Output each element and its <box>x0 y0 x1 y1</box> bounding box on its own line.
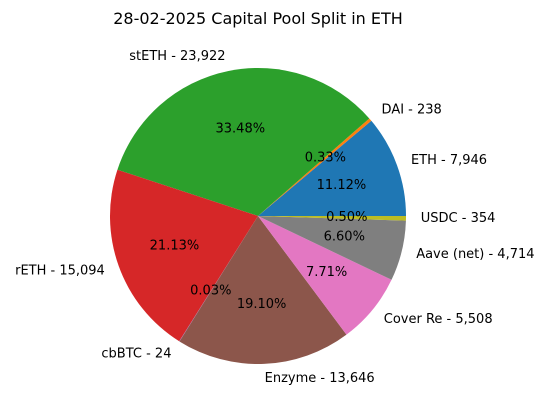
slice-cbbtc <box>179 216 258 342</box>
pie-slices <box>109 67 406 365</box>
pct-label-dai: 0.33% <box>305 151 346 166</box>
slice-usdc <box>258 216 406 221</box>
slice-reth <box>109 169 258 342</box>
pct-label-cover-re: 7.71% <box>306 265 347 280</box>
slice-label-steth: stETH - 23,922 <box>129 49 225 64</box>
slice-label-cover-re: Cover Re - 5,508 <box>384 312 493 327</box>
slice-steth <box>117 67 370 216</box>
chart-title: 28-02-2025 Capital Pool Split in ETH <box>113 9 403 28</box>
slice-dai <box>258 118 372 216</box>
slice-eth <box>258 120 406 216</box>
pct-label-enzyme: 19.10% <box>237 297 287 312</box>
pct-label-aave-net: 6.60% <box>324 229 365 244</box>
slice-aave-net <box>258 216 406 280</box>
slice-cover-re <box>258 216 392 335</box>
pct-label-usdc: 0.50% <box>326 210 367 225</box>
pct-label-reth: 21.13% <box>150 239 200 254</box>
pct-label-eth: 11.12% <box>317 178 367 193</box>
slice-label-eth: ETH - 7,946 <box>411 153 487 168</box>
pct-label-steth: 33.48% <box>216 121 266 136</box>
slice-enzyme <box>179 216 347 365</box>
slice-label-dai: DAI - 238 <box>382 102 442 117</box>
slice-label-aave-net: Aave (net) - 4,714 <box>416 247 534 262</box>
pct-label-cbbtc: 0.03% <box>190 284 231 299</box>
slice-labels: ETH - 7,946 DAI - 238 stETH - 23,922 rETH -… <box>15 49 534 386</box>
slice-label-enzyme: Enzyme - 13,646 <box>265 371 375 386</box>
slice-label-reth: rETH - 15,094 <box>15 264 105 279</box>
percentage-labels: 11.12% 0.33% 33.48% 21.13% 0.03% 19.10% 7.71% 6… <box>150 121 368 312</box>
slice-label-cbbtc: cbBTC - 24 <box>101 346 171 361</box>
slice-label-usdc: USDC - 354 <box>421 211 496 226</box>
